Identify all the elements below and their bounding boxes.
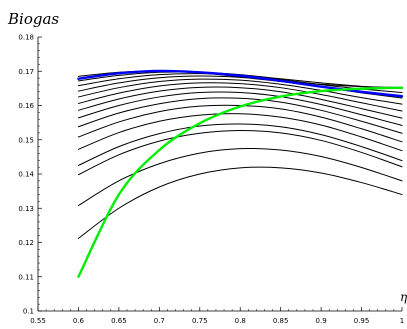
series-line-black bbox=[77, 129, 403, 176]
series-line-black bbox=[77, 147, 403, 207]
series-line-black bbox=[77, 91, 403, 126]
series-line-black bbox=[77, 82, 403, 112]
series-line-green bbox=[77, 86, 404, 278]
y-axis: 0.1 0.11 0.12 0.13 0.14 0.15 0.16 0.17 0.18 bbox=[18, 34, 42, 316]
x-tick-label: 0.9 bbox=[316, 317, 327, 325]
y-tick-label: 0.15 bbox=[18, 136, 34, 144]
series-line-black bbox=[77, 123, 403, 166]
y-tick-label: 0.18 bbox=[18, 34, 34, 42]
x-tick-label: 0.55 bbox=[30, 317, 46, 325]
series-layer bbox=[77, 69, 404, 278]
y-tick-label: 0.14 bbox=[18, 171, 34, 179]
y-tick-label: 0.12 bbox=[18, 239, 34, 247]
x-tick-label: 0.85 bbox=[273, 317, 289, 325]
x-tick-label: 0.75 bbox=[192, 317, 208, 325]
x-axis-label: η bbox=[400, 290, 407, 304]
series-line-black bbox=[77, 166, 403, 239]
x-tick-label: 1 bbox=[400, 317, 404, 325]
y-tick-label: 0.13 bbox=[18, 205, 34, 213]
series-line-black bbox=[77, 75, 403, 99]
series-line-black bbox=[77, 113, 403, 152]
series-line-black bbox=[77, 86, 403, 119]
x-tick-label: 0.6 bbox=[73, 317, 85, 325]
y-tick-label: 0.17 bbox=[18, 68, 34, 76]
y-tick-label: 0.11 bbox=[18, 273, 34, 281]
x-tick-label: 0.8 bbox=[235, 317, 246, 325]
series-line-black bbox=[77, 97, 403, 134]
y-tick-label: 0.1 bbox=[23, 308, 34, 316]
series-line-black bbox=[77, 78, 403, 105]
x-tick-label: 0.65 bbox=[111, 317, 127, 325]
x-axis: 0.55 0.6 0.65 0.7 0.75 0.8 0.85 0.9 0.95 1 bbox=[30, 307, 404, 325]
y-tick-label: 0.16 bbox=[18, 102, 34, 110]
x-tick-label: 0.7 bbox=[154, 317, 165, 325]
x-tick-label: 0.95 bbox=[354, 317, 370, 325]
chart-title: Biogas bbox=[7, 10, 59, 28]
